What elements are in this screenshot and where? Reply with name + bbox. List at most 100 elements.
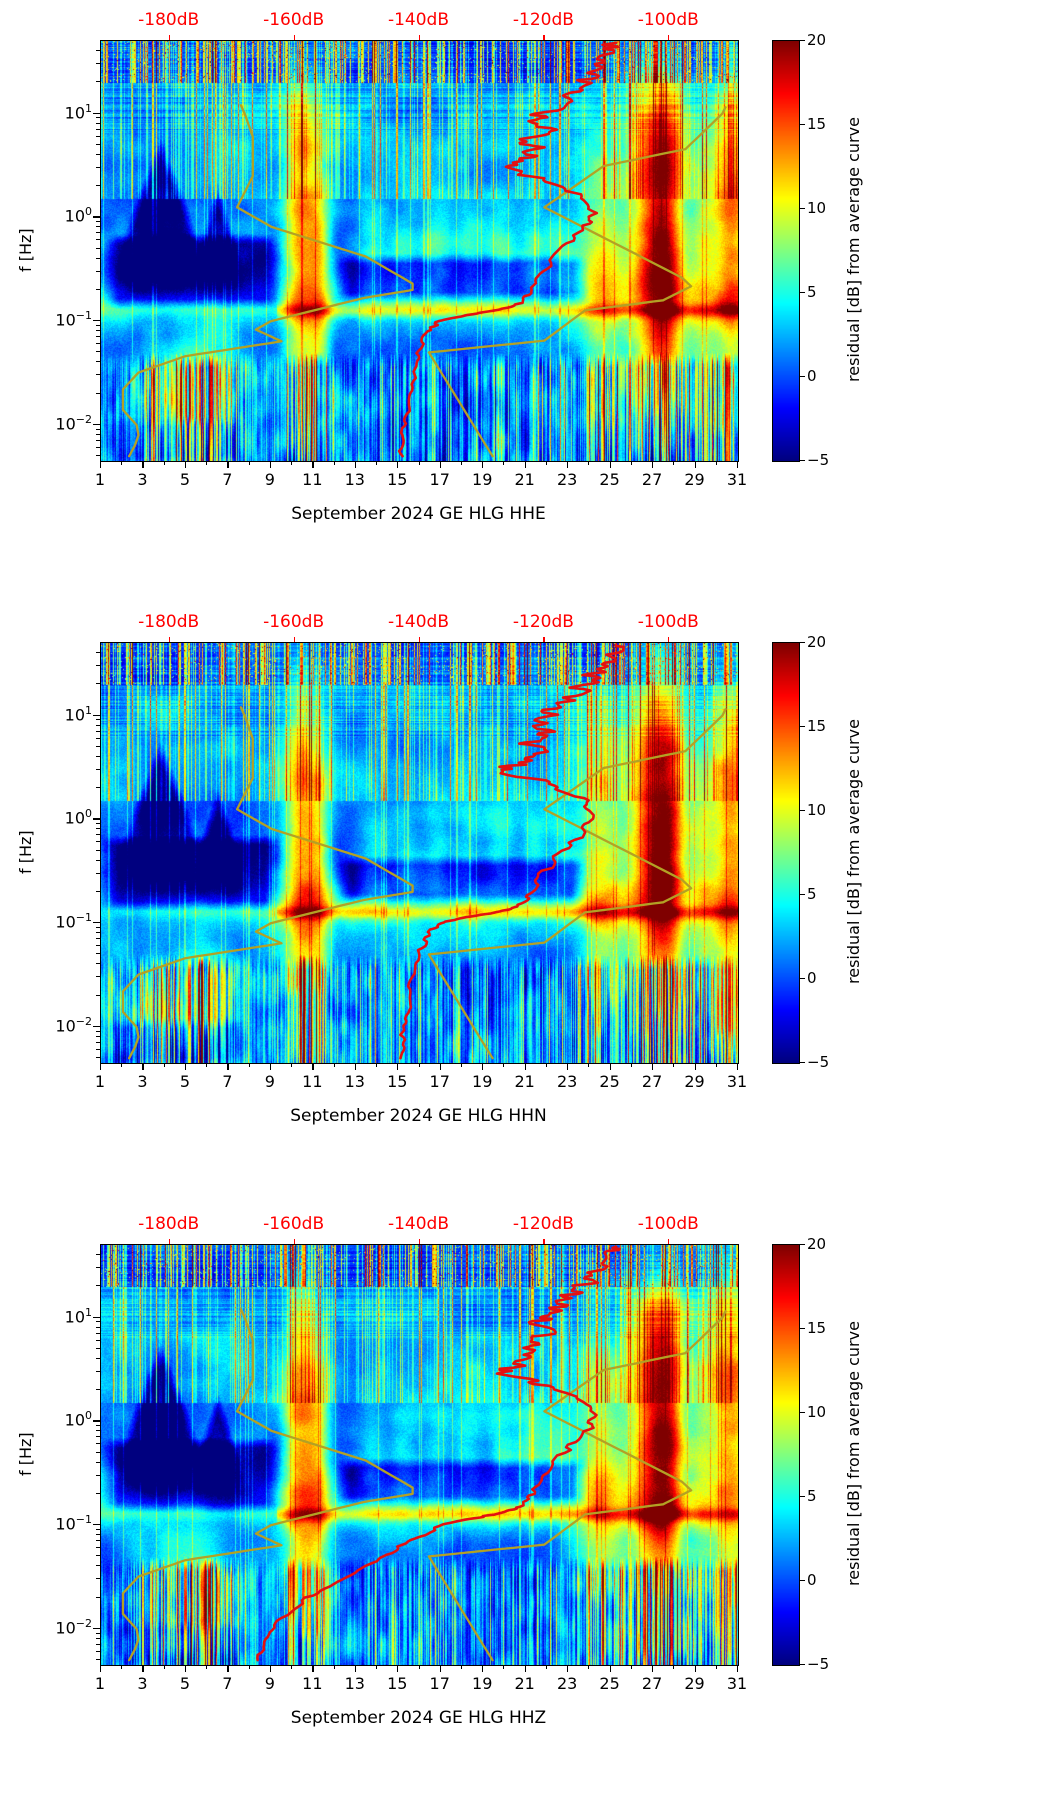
top-axis-tick-mark bbox=[293, 1239, 295, 1244]
x-axis-label: September 2024 GE HLG HHN bbox=[290, 1106, 547, 1126]
y-minor-tick-mark bbox=[96, 434, 100, 436]
y-minor-tick-mark bbox=[96, 683, 100, 685]
y-minor-tick-mark bbox=[96, 1321, 100, 1323]
x-minor-tick-mark bbox=[545, 461, 547, 465]
top-axis-tick-mark bbox=[668, 1239, 670, 1244]
colorbar-tick-mark bbox=[799, 1664, 805, 1666]
colorbar-tick-mark bbox=[799, 1244, 805, 1246]
x-major-tick-mark bbox=[269, 1063, 272, 1070]
x-minor-tick-mark bbox=[418, 461, 420, 465]
x-major-tick-mark bbox=[482, 1063, 484, 1070]
x-minor-tick-mark bbox=[630, 1665, 632, 1669]
top-axis-tick-label: -100dB bbox=[637, 612, 699, 632]
x-major-tick-mark bbox=[100, 1665, 102, 1672]
top-axis-tick-mark bbox=[293, 35, 295, 40]
y-minor-tick-mark bbox=[96, 859, 100, 861]
y-minor-tick-mark bbox=[96, 1644, 100, 1646]
x-major-tick-mark bbox=[269, 461, 272, 468]
x-tick-label: 21 bbox=[514, 1072, 535, 1091]
y-minor-tick-mark bbox=[96, 1547, 100, 1549]
colorbar-tick-label: 10 bbox=[807, 1403, 827, 1421]
x-major-tick-mark bbox=[694, 1665, 696, 1672]
x-tick-label: 13 bbox=[344, 470, 365, 489]
colorbar-tick-label: 0 bbox=[807, 1571, 817, 1589]
y-minor-tick-mark bbox=[96, 872, 100, 874]
x-major-tick-mark bbox=[609, 1063, 611, 1070]
x-major-tick-mark bbox=[482, 1665, 484, 1672]
x-minor-tick-mark bbox=[376, 1063, 378, 1067]
x-minor-tick-mark bbox=[460, 1665, 462, 1669]
noise-curves-overlay bbox=[121, 1245, 727, 1662]
y-major-tick-mark bbox=[93, 320, 100, 322]
colorbar-tick-label: 10 bbox=[807, 199, 827, 217]
y-minor-tick-mark bbox=[96, 392, 100, 394]
y-minor-tick-mark bbox=[96, 849, 100, 851]
x-minor-tick-mark bbox=[291, 1665, 293, 1669]
x-tick-label: 19 bbox=[472, 1072, 493, 1091]
y-minor-tick-mark bbox=[96, 50, 100, 52]
y-minor-tick-mark bbox=[96, 1339, 100, 1341]
y-minor-tick-mark bbox=[96, 455, 100, 457]
y-minor-tick-mark bbox=[96, 351, 100, 353]
y-minor-tick-mark bbox=[96, 1370, 100, 1372]
colorbar-tick-label: 5 bbox=[807, 885, 817, 903]
top-axis-tick-label: -160dB bbox=[263, 10, 325, 30]
x-tick-label: 9 bbox=[264, 1072, 275, 1091]
x-tick-label: 7 bbox=[222, 1674, 233, 1693]
spectrogram-plot bbox=[100, 1244, 739, 1666]
y-minor-tick-mark bbox=[96, 1651, 100, 1653]
x-major-tick-mark bbox=[652, 1665, 654, 1672]
x-minor-tick-mark bbox=[376, 461, 378, 465]
x-major-tick-mark bbox=[694, 461, 696, 468]
y-minor-tick-mark bbox=[96, 1267, 100, 1269]
x-tick-label: 25 bbox=[599, 1674, 620, 1693]
x-tick-label: 3 bbox=[137, 1674, 148, 1693]
x-major-tick-mark bbox=[312, 1063, 314, 1070]
y-minor-tick-mark bbox=[96, 755, 100, 757]
y-minor-tick-mark bbox=[96, 1492, 100, 1494]
x-minor-tick-mark bbox=[460, 1063, 462, 1067]
x-minor-tick-mark bbox=[715, 1063, 717, 1067]
y-tick-label: 100 bbox=[64, 1409, 92, 1430]
y-minor-tick-mark bbox=[96, 932, 100, 934]
top-axis-tick-mark bbox=[418, 1239, 420, 1244]
x-major-tick-mark bbox=[652, 461, 654, 468]
y-tick-label: 10−1 bbox=[55, 1513, 92, 1534]
x-tick-label: 13 bbox=[344, 1674, 365, 1693]
y-minor-tick-mark bbox=[96, 834, 100, 836]
x-minor-tick-mark bbox=[588, 1665, 590, 1669]
top-axis-tick-mark bbox=[668, 35, 670, 40]
colorbar-tick-label: −5 bbox=[807, 1053, 830, 1071]
colorbar-tick-label: 5 bbox=[807, 283, 817, 301]
station-psd-curve bbox=[397, 41, 620, 458]
x-tick-label: 17 bbox=[429, 1674, 450, 1693]
y-minor-tick-mark bbox=[96, 117, 100, 119]
x-tick-label: 31 bbox=[726, 1674, 748, 1693]
x-tick-label: 21 bbox=[514, 1674, 535, 1693]
x-major-tick-mark bbox=[524, 461, 526, 468]
y-minor-tick-mark bbox=[96, 1596, 100, 1598]
x-major-tick-mark bbox=[354, 461, 356, 468]
noise-curves-overlay bbox=[121, 643, 727, 1060]
top-axis-tick-mark bbox=[168, 35, 170, 40]
y-minor-tick-mark bbox=[96, 652, 100, 654]
colorbar-tick-label: 5 bbox=[807, 1487, 817, 1505]
y-minor-tick-mark bbox=[96, 953, 100, 955]
top-axis-tick-label: -140dB bbox=[387, 612, 450, 632]
colorbar-tick-mark bbox=[799, 1062, 805, 1064]
y-minor-tick-mark bbox=[96, 1357, 100, 1359]
x-tick-label: 17 bbox=[429, 1072, 450, 1091]
y-minor-tick-mark bbox=[96, 1436, 100, 1438]
y-minor-tick-mark bbox=[96, 440, 100, 442]
top-axis-tick-mark bbox=[543, 637, 545, 642]
x-minor-tick-mark bbox=[630, 461, 632, 465]
high-noise-model-curve bbox=[427, 1310, 727, 1662]
x-minor-tick-mark bbox=[588, 1063, 590, 1067]
x-major-tick-mark bbox=[737, 461, 739, 468]
y-minor-tick-mark bbox=[96, 926, 100, 928]
low-noise-model-curve bbox=[121, 706, 414, 1060]
y-minor-tick-mark bbox=[96, 1638, 100, 1640]
colorbar-tick-label: −5 bbox=[807, 451, 830, 469]
y-minor-tick-mark bbox=[96, 1540, 100, 1542]
